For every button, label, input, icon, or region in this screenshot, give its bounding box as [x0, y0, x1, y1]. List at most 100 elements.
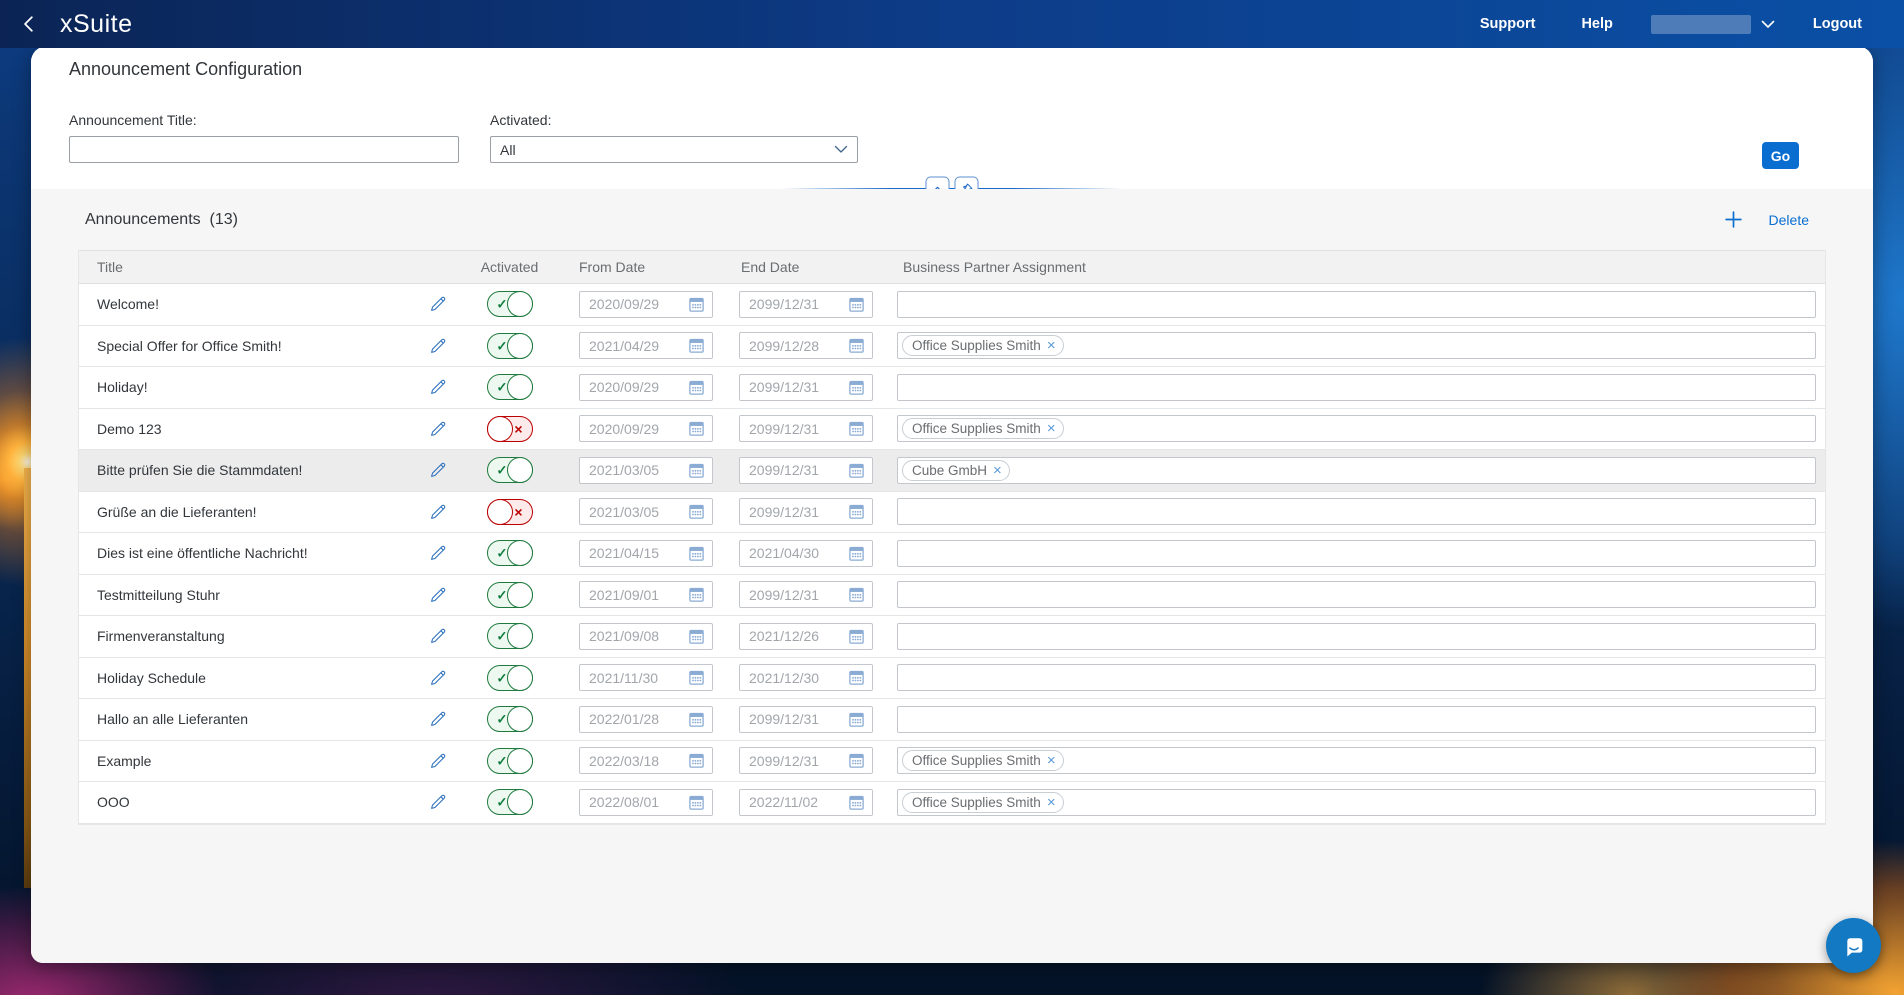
business-partner-input[interactable]: [897, 664, 1816, 692]
from-date-input[interactable]: 2020/09/29: [579, 290, 713, 318]
business-partner-token[interactable]: Office Supplies Smith ×: [902, 750, 1064, 772]
go-button[interactable]: Go: [1762, 142, 1799, 169]
table-row[interactable]: Special Offer for Office Smith! ✓ 2021/0…: [79, 325, 1825, 367]
edit-button[interactable]: [427, 335, 449, 357]
from-date-input[interactable]: 2021/04/15: [579, 539, 713, 567]
end-date-input[interactable]: 2099/12/31: [739, 747, 873, 775]
activated-toggle[interactable]: ✓: [486, 789, 533, 816]
activated-toggle[interactable]: ✓: [486, 664, 533, 691]
support-link[interactable]: Support: [1479, 16, 1536, 32]
token-remove-icon[interactable]: ×: [1046, 420, 1056, 438]
edit-button[interactable]: [427, 791, 449, 813]
from-date-input[interactable]: 2021/04/29: [579, 332, 713, 360]
end-date-input[interactable]: 2099/12/31: [739, 415, 873, 443]
from-date-input[interactable]: 2022/03/18: [579, 747, 713, 775]
table-row[interactable]: Holiday! ✓ 2020/09/29: [79, 367, 1825, 409]
edit-button[interactable]: [427, 293, 449, 315]
business-partner-token[interactable]: Cube GmbH ×: [902, 459, 1010, 481]
table-row[interactable]: Welcome! ✓ 2020/09/29: [79, 284, 1825, 326]
business-partner-input[interactable]: [897, 373, 1816, 401]
activated-toggle[interactable]: ✓: [486, 374, 533, 401]
table-row[interactable]: Holiday Schedule ✓ 2021/11/30: [79, 657, 1825, 699]
edit-button[interactable]: [427, 542, 449, 564]
activated-select[interactable]: All: [490, 136, 858, 163]
business-partner-input[interactable]: Cube GmbH ×: [897, 456, 1816, 484]
edit-button[interactable]: [427, 459, 449, 481]
business-partner-token[interactable]: Office Supplies Smith ×: [902, 418, 1064, 440]
activated-toggle[interactable]: ✓: [486, 540, 533, 567]
activated-toggle[interactable]: ×: [486, 415, 533, 442]
delete-button[interactable]: Delete: [1768, 211, 1809, 228]
from-date-input[interactable]: 2022/01/28: [579, 705, 713, 733]
end-date-input[interactable]: 2021/12/26: [739, 622, 873, 650]
back-button[interactable]: [12, 7, 46, 41]
from-date-input[interactable]: 2021/09/08: [579, 622, 713, 650]
end-date-input[interactable]: 2099/12/31: [739, 498, 873, 526]
table-row[interactable]: Testmitteilung Stuhr ✓ 2021/09/01: [79, 574, 1825, 616]
from-date-input[interactable]: 2021/03/05: [579, 498, 713, 526]
table-row[interactable]: Demo 123 × 2020/09/29: [79, 408, 1825, 450]
business-partner-input[interactable]: [897, 539, 1816, 567]
from-date-input[interactable]: 2020/09/29: [579, 415, 713, 443]
business-partner-input[interactable]: Office Supplies Smith ×: [897, 788, 1816, 816]
token-remove-icon[interactable]: ×: [1046, 337, 1056, 355]
end-date-input[interactable]: 2099/12/31: [739, 290, 873, 318]
activated-toggle[interactable]: ✓: [486, 581, 533, 608]
activated-toggle[interactable]: ✓: [486, 747, 533, 774]
edit-button[interactable]: [427, 708, 449, 730]
end-date-input[interactable]: 2099/12/28: [739, 332, 873, 360]
edit-button[interactable]: [427, 584, 449, 606]
edit-button[interactable]: [427, 418, 449, 440]
edit-button[interactable]: [427, 376, 449, 398]
business-partner-input[interactable]: [897, 622, 1816, 650]
table-row[interactable]: Bitte prüfen Sie die Stammdaten! ✓ 2021/…: [79, 450, 1825, 492]
add-announcement-button[interactable]: [1722, 208, 1745, 231]
table-row[interactable]: Firmenveranstaltung ✓ 2021/09/08: [79, 616, 1825, 658]
edit-button[interactable]: [427, 750, 449, 772]
business-partner-token[interactable]: Office Supplies Smith ×: [902, 791, 1064, 813]
activated-toggle[interactable]: ×: [486, 498, 533, 525]
from-date-input[interactable]: 2022/08/01: [579, 788, 713, 816]
user-menu[interactable]: [1650, 14, 1775, 34]
activated-toggle[interactable]: ✓: [486, 623, 533, 650]
table-row[interactable]: Example ✓ 2022/03/18: [79, 740, 1825, 782]
end-date-input[interactable]: 2099/12/31: [739, 456, 873, 484]
announcement-title-input[interactable]: [69, 136, 459, 163]
business-partner-input[interactable]: Office Supplies Smith ×: [897, 747, 1816, 775]
from-date-input[interactable]: 2020/09/29: [579, 373, 713, 401]
business-partner-input[interactable]: [897, 705, 1816, 733]
from-date-input[interactable]: 2021/09/01: [579, 581, 713, 609]
business-partner-input[interactable]: [897, 498, 1816, 526]
activated-toggle[interactable]: ✓: [486, 332, 533, 359]
end-date-input[interactable]: 2099/12/31: [739, 373, 873, 401]
end-date-input[interactable]: 2021/04/30: [739, 539, 873, 567]
table-row[interactable]: Dies ist eine öffentliche Nachricht! ✓ 2…: [79, 533, 1825, 575]
business-partner-token[interactable]: Office Supplies Smith ×: [902, 335, 1064, 357]
chat-launcher-button[interactable]: [1826, 918, 1881, 973]
topbar-nav: Support Help Logout: [1479, 14, 1862, 34]
edit-button[interactable]: [427, 501, 449, 523]
activated-toggle[interactable]: ✓: [486, 291, 533, 318]
end-date-input[interactable]: 2099/12/31: [739, 705, 873, 733]
from-date-input[interactable]: 2021/03/05: [579, 456, 713, 484]
end-date-input[interactable]: 2099/12/31: [739, 581, 873, 609]
activated-toggle[interactable]: ✓: [486, 706, 533, 733]
business-partner-input[interactable]: Office Supplies Smith ×: [897, 415, 1816, 443]
token-remove-icon[interactable]: ×: [1046, 752, 1056, 770]
business-partner-input[interactable]: [897, 290, 1816, 318]
business-partner-input[interactable]: [897, 581, 1816, 609]
from-date-input[interactable]: 2021/11/30: [579, 664, 713, 692]
edit-button[interactable]: [427, 667, 449, 689]
table-row[interactable]: Hallo an alle Lieferanten ✓ 2022/01/28: [79, 699, 1825, 741]
help-link[interactable]: Help: [1581, 16, 1613, 32]
token-remove-icon[interactable]: ×: [1046, 793, 1056, 811]
table-row[interactable]: OOO ✓ 2022/08/01: [79, 782, 1825, 824]
business-partner-input[interactable]: Office Supplies Smith ×: [897, 332, 1816, 360]
token-remove-icon[interactable]: ×: [993, 461, 1002, 479]
activated-toggle[interactable]: ✓: [486, 457, 533, 484]
table-row[interactable]: Grüße an die Lieferanten! × 2021/03/05: [79, 491, 1825, 533]
edit-button[interactable]: [427, 625, 449, 647]
end-date-input[interactable]: 2021/12/30: [739, 664, 873, 692]
end-date-input[interactable]: 2022/11/02: [739, 788, 873, 816]
logout-link[interactable]: Logout: [1812, 16, 1862, 32]
